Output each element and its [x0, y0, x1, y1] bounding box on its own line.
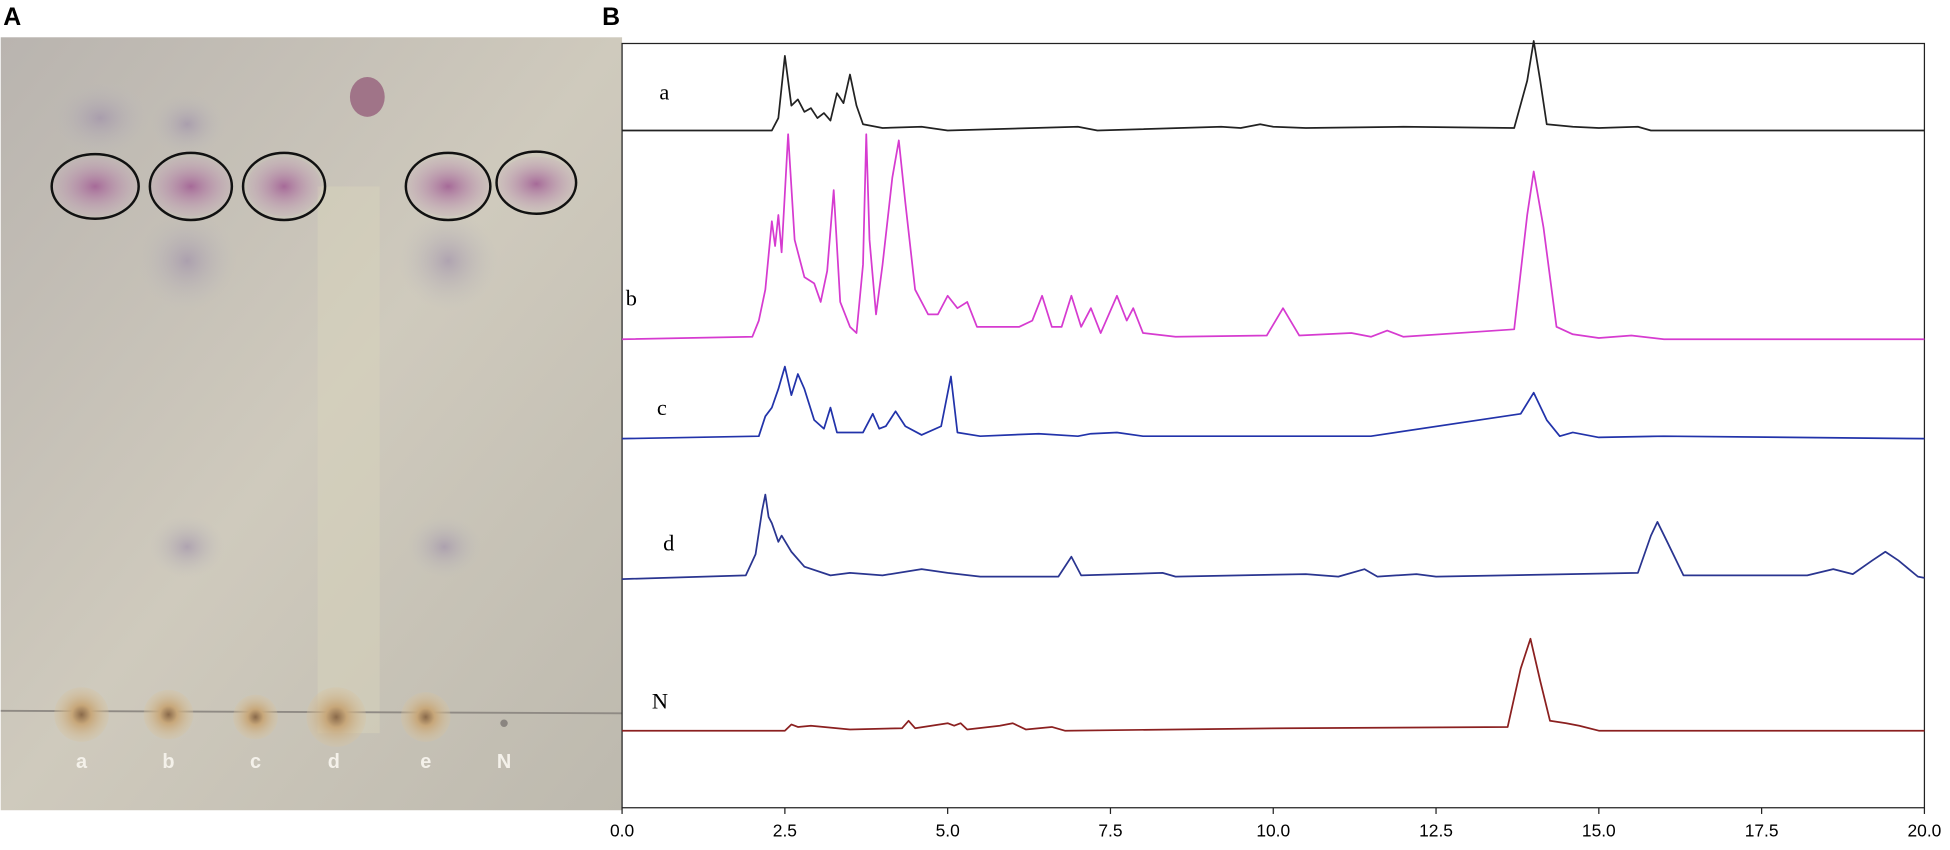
series-label: b — [626, 286, 637, 311]
trace — [622, 40, 1925, 132]
lane-label: d — [328, 751, 340, 773]
chart: 0.0 2.5 5.0 7.5 10.0 12.5 15.0 17.5 20.0 a b c d N — [610, 40, 1942, 840]
x-tick-label: 0.0 — [610, 820, 634, 840]
x-tick-label: 5.0 — [936, 820, 960, 840]
x-tick-label: 10.0 — [1256, 820, 1290, 840]
x-tick-label: 7.5 — [1098, 820, 1122, 840]
x-tick-label: 20.0 — [1908, 820, 1942, 840]
lane-label: e — [420, 751, 431, 773]
x-tick-label: 2.5 — [773, 820, 797, 840]
lane-label: N — [497, 751, 511, 773]
chart-frame — [621, 42, 1926, 809]
x-tick-label: 12.5 — [1419, 820, 1453, 840]
lane-label: b — [162, 751, 174, 773]
series-label: N — [652, 688, 668, 713]
trace — [622, 493, 1925, 580]
lane-label: c — [250, 751, 261, 773]
series-label: a — [659, 79, 669, 104]
x-tick-label: 17.5 — [1745, 820, 1779, 840]
trace — [622, 637, 1925, 732]
trace — [622, 133, 1925, 341]
panel-label: A — [3, 4, 21, 31]
x-tick-label: 15.0 — [1582, 820, 1616, 840]
panel-label: B — [602, 4, 620, 31]
series-label: d — [663, 531, 674, 556]
series-label: c — [657, 395, 667, 420]
lane-label: a — [76, 751, 88, 773]
trace — [622, 365, 1925, 440]
